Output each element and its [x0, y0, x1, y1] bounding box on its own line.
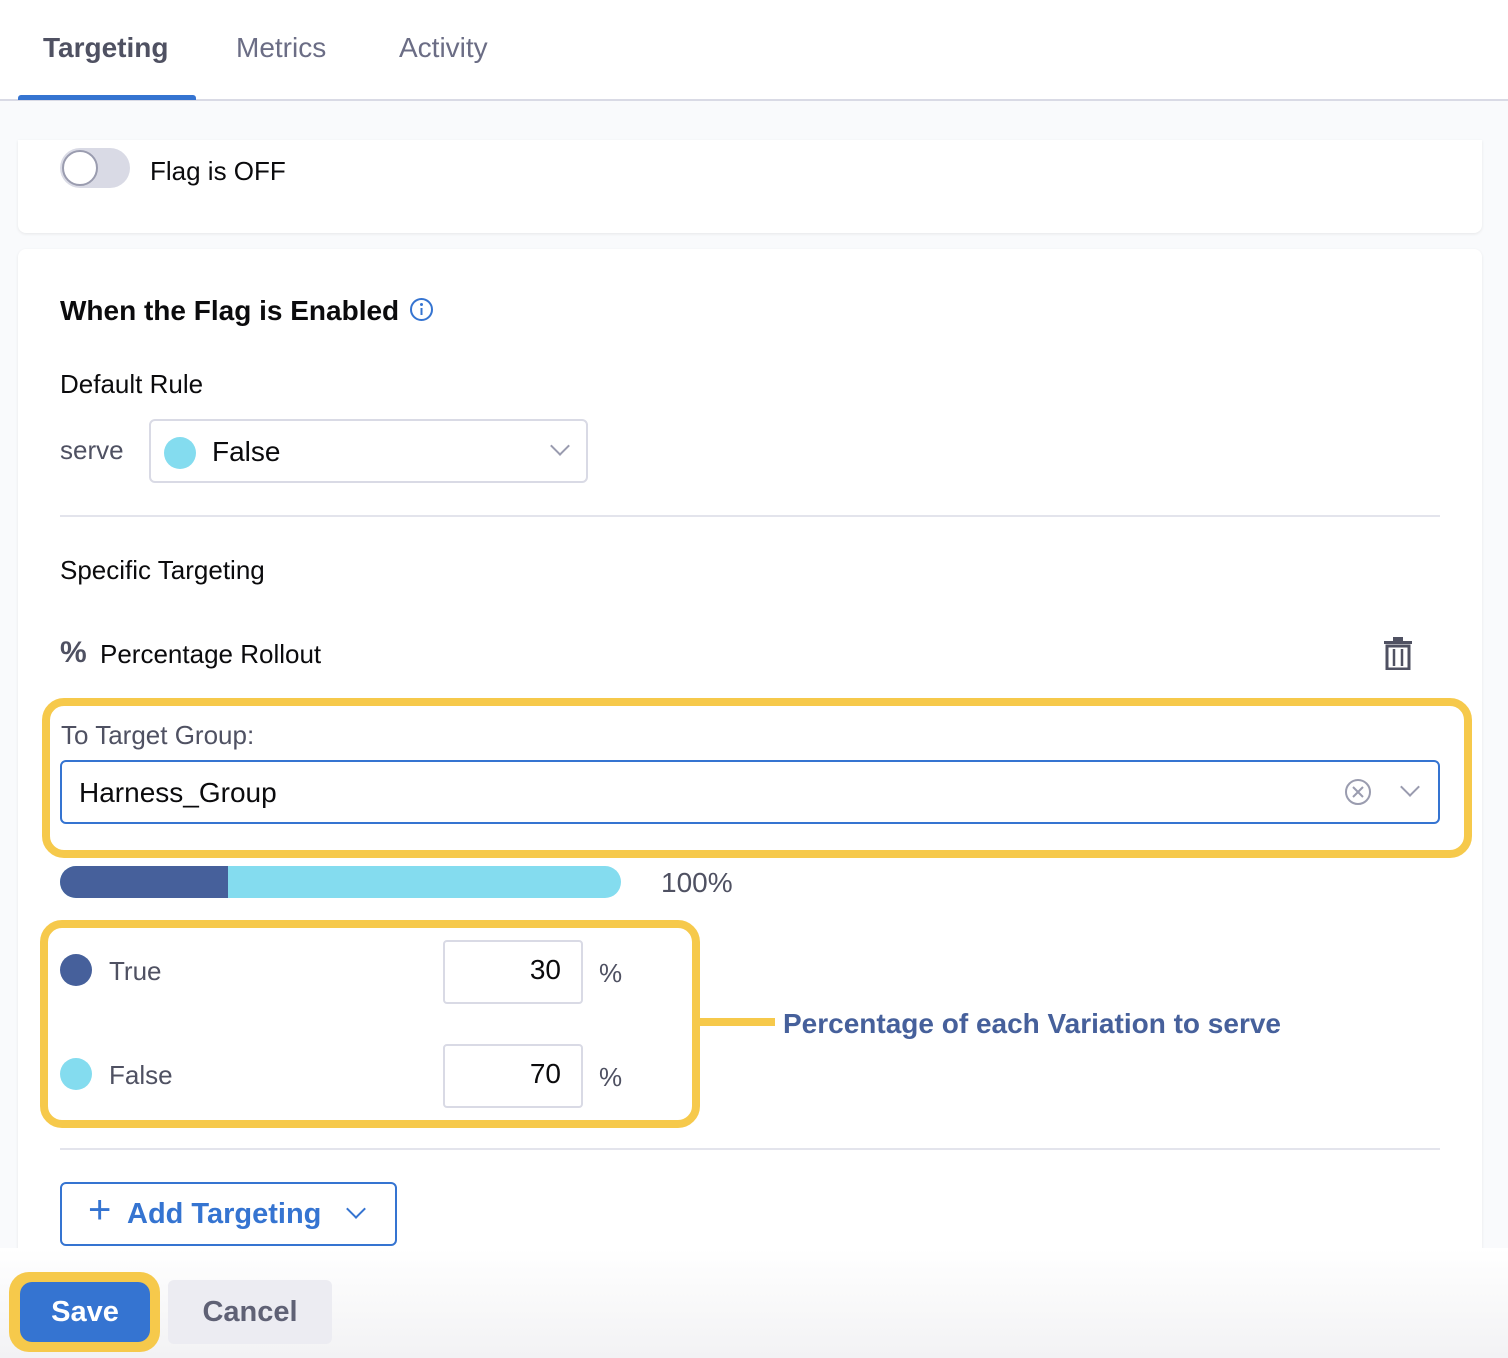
percent-icon: %	[60, 636, 87, 669]
rollout-bar-true-segment	[60, 866, 229, 898]
target-group-label: To Target Group:	[61, 720, 255, 750]
target-group-select[interactable]: Harness_Group	[60, 760, 1440, 824]
variation-false-dot	[60, 1058, 92, 1090]
specific-targeting-title: Specific Targeting	[60, 555, 265, 585]
variation-color-dot	[164, 437, 196, 469]
plus-icon: +	[88, 1188, 112, 1232]
serve-dropdown[interactable]: False	[149, 419, 588, 483]
target-group-highlight	[42, 698, 1472, 858]
active-tab-indicator	[18, 95, 196, 100]
toggle-knob	[62, 150, 98, 186]
percent-unit: %	[599, 958, 623, 988]
variations-highlight	[40, 920, 700, 1128]
chevron-down-icon	[346, 1199, 366, 1219]
section-title: When the Flag is Enabled	[60, 295, 400, 326]
variation-true-label: True	[109, 956, 162, 986]
divider	[60, 1148, 1440, 1150]
annotation-text: Percentage of each Variation to serve	[783, 1008, 1281, 1039]
save-button[interactable]: Save	[20, 1282, 150, 1342]
info-icon[interactable]	[409, 297, 434, 322]
percentage-rollout-label: Percentage Rollout	[100, 639, 322, 669]
cancel-button[interactable]: Cancel	[168, 1280, 332, 1344]
tab-metrics[interactable]: Metrics	[236, 32, 327, 63]
add-targeting-label: Add Targeting	[127, 1198, 322, 1230]
clear-icon[interactable]	[1344, 778, 1372, 806]
variation-false-label: False	[109, 1060, 173, 1090]
variation-true-percent-input[interactable]: 30	[443, 940, 583, 1004]
rollout-bar	[60, 866, 621, 898]
flag-status-label: Flag is OFF	[150, 156, 286, 186]
flag-toggle[interactable]	[60, 148, 130, 188]
annotation-connector	[700, 1018, 775, 1026]
tab-targeting[interactable]: Targeting	[43, 32, 169, 63]
flag-status-card	[18, 140, 1482, 233]
variation-true-dot	[60, 954, 92, 986]
tab-bar: Targeting Metrics Activity	[0, 0, 1508, 101]
rollout-total: 100%	[661, 867, 733, 898]
serve-value: False	[212, 436, 281, 467]
add-targeting-button[interactable]: + Add Targeting	[60, 1182, 397, 1246]
divider	[60, 515, 1440, 517]
chevron-down-icon	[550, 436, 570, 456]
targeting-card	[18, 249, 1482, 1259]
tab-activity[interactable]: Activity	[399, 32, 488, 63]
default-rule-label: Default Rule	[60, 369, 204, 399]
percent-unit: %	[599, 1062, 623, 1092]
chevron-down-icon	[1400, 777, 1420, 797]
variation-false-percent-input[interactable]: 70	[443, 1044, 583, 1108]
serve-label: serve	[60, 435, 124, 465]
trash-icon[interactable]	[1383, 636, 1413, 670]
target-group-value: Harness_Group	[79, 777, 277, 808]
